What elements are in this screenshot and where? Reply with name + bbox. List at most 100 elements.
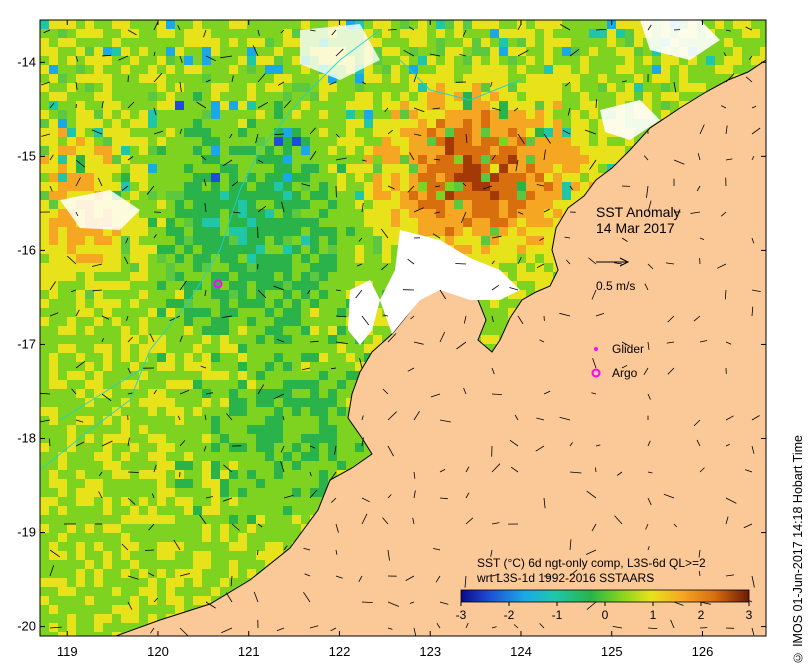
sst-pixel (355, 110, 364, 119)
sst-pixel (445, 56, 454, 65)
sst-pixel (301, 299, 310, 308)
sst-pixel (544, 173, 553, 182)
sst-pixel (58, 425, 67, 434)
sst-pixel (76, 587, 85, 596)
sst-pixel (202, 101, 211, 110)
sst-pixel (220, 200, 229, 209)
sst-pixel (238, 218, 247, 227)
sst-pixel (337, 209, 346, 218)
sst-pixel (157, 551, 166, 560)
sst-pixel (238, 200, 247, 209)
sst-pixel (526, 200, 535, 209)
sst-pixel (67, 263, 76, 272)
sst-pixel (337, 290, 346, 299)
sst-pixel (184, 83, 193, 92)
sst-pixel (346, 182, 355, 191)
sst-pixel (238, 551, 247, 560)
sst-pixel (274, 533, 283, 542)
sst-pixel (175, 218, 184, 227)
sst-pixel (103, 335, 112, 344)
sst-pixel (58, 173, 67, 182)
sst-pixel (157, 182, 166, 191)
sst-pixel (472, 164, 481, 173)
sst-pixel (40, 380, 49, 389)
sst-pixel (67, 308, 76, 317)
sst-pixel (553, 191, 562, 200)
sst-pixel (148, 533, 157, 542)
sst-pixel (319, 416, 328, 425)
sst-pixel (157, 443, 166, 452)
sst-pixel (202, 533, 211, 542)
sst-pixel (58, 461, 67, 470)
sst-pixel (373, 20, 382, 29)
sst-pixel (274, 272, 283, 281)
sst-pixel (400, 146, 409, 155)
sst-pixel (445, 119, 454, 128)
sst-pixel (490, 182, 499, 191)
sst-pixel (193, 362, 202, 371)
sst-pixel (121, 371, 130, 380)
sst-pixel (499, 182, 508, 191)
sst-pixel (337, 191, 346, 200)
sst-pixel (103, 263, 112, 272)
sst-pixel (211, 425, 220, 434)
sst-pixel (157, 74, 166, 83)
sst-pixel (211, 461, 220, 470)
sst-pixel (130, 542, 139, 551)
sst-pixel (40, 173, 49, 182)
sst-pixel (238, 533, 247, 542)
sst-pixel (499, 110, 508, 119)
sst-pixel (355, 164, 364, 173)
sst-pixel (40, 308, 49, 317)
sst-pixel (76, 416, 85, 425)
sst-pixel (562, 29, 571, 38)
sst-pixel (589, 47, 598, 56)
sst-pixel (328, 371, 337, 380)
sst-pixel (247, 227, 256, 236)
sst-pixel (292, 317, 301, 326)
sst-pixel (301, 488, 310, 497)
sst-pixel (184, 74, 193, 83)
sst-pixel (40, 263, 49, 272)
sst-pixel (193, 110, 202, 119)
sst-pixel (301, 155, 310, 164)
sst-pixel (130, 110, 139, 119)
sst-pixel (292, 281, 301, 290)
sst-pixel (175, 200, 184, 209)
sst-pixel (436, 146, 445, 155)
sst-pixel (463, 146, 472, 155)
sst-pixel (94, 56, 103, 65)
sst-pixel (49, 119, 58, 128)
sst-pixel (175, 164, 184, 173)
sst-pixel (256, 299, 265, 308)
sst-pixel (436, 173, 445, 182)
sst-pixel (490, 245, 499, 254)
sst-pixel (598, 119, 607, 128)
sst-pixel (742, 20, 751, 29)
sst-pixel (364, 173, 373, 182)
sst-pixel (139, 182, 148, 191)
sst-pixel (220, 434, 229, 443)
sst-pixel (499, 326, 508, 335)
sst-pixel (76, 191, 85, 200)
sst-pixel (184, 272, 193, 281)
sst-pixel (112, 551, 121, 560)
sst-pixel (220, 560, 229, 569)
sst-pixel (238, 128, 247, 137)
sst-pixel (265, 173, 274, 182)
sst-pixel (499, 92, 508, 101)
sst-pixel (175, 128, 184, 137)
sst-pixel (76, 335, 85, 344)
sst-pixel (94, 38, 103, 47)
sst-pixel (427, 200, 436, 209)
sst-pixel (265, 101, 274, 110)
sst-pixel (373, 65, 382, 74)
sst-pixel (463, 119, 472, 128)
sst-pixel (391, 164, 400, 173)
sst-pixel (562, 65, 571, 74)
sst-pixel (220, 56, 229, 65)
sst-pixel (418, 83, 427, 92)
sst-pixel (49, 227, 58, 236)
sst-pixel (238, 515, 247, 524)
sst-pixel (175, 272, 184, 281)
